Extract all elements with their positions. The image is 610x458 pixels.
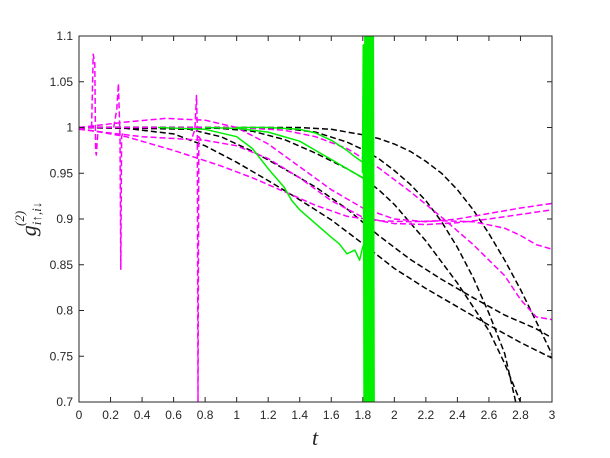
y-axis-label: gi↑,i↓ (2) <box>12 202 44 236</box>
x-tick-label: 2.4 <box>449 408 466 422</box>
series-line-black-5 <box>79 126 552 355</box>
y-tick-label: 1 <box>66 121 73 135</box>
x-tick-label: 2.8 <box>512 408 529 422</box>
y-axis-label-main: g <box>16 225 41 236</box>
x-tick-label: 2.6 <box>481 408 498 422</box>
y-axis-label-superscript: (2) <box>12 211 27 226</box>
series-line-magenta-12 <box>191 94 203 402</box>
series-line-magenta-6 <box>79 117 552 223</box>
x-tick-label: 3 <box>549 408 556 422</box>
series-line-green-16 <box>361 36 375 402</box>
y-tick-label: 0.8 <box>56 304 73 318</box>
x-tick-label: 1.8 <box>354 408 371 422</box>
plot-background <box>79 36 552 402</box>
series-line-black-1 <box>79 126 552 359</box>
series-line-black-2 <box>79 126 552 339</box>
x-tick-label: 1.2 <box>260 408 277 422</box>
x-tick-label: 0.2 <box>102 408 119 422</box>
series-line-magenta-7 <box>79 128 552 226</box>
x-tick-label: 2 <box>391 408 398 422</box>
y-tick-label: 0.95 <box>50 166 74 180</box>
svg-text:gi↑,i↓: gi↑,i↓ <box>16 202 44 236</box>
x-tick-label: 0.6 <box>165 408 182 422</box>
x-tick-label: 0 <box>76 408 83 422</box>
x-axis-label: t <box>312 425 319 450</box>
x-tick-label: 1.4 <box>291 408 308 422</box>
y-tick-label: 1.05 <box>50 75 74 89</box>
series-line-magenta-11 <box>112 82 124 271</box>
x-tick-label: 0.4 <box>134 408 151 422</box>
x-tick-label: 1.6 <box>323 408 340 422</box>
y-axis-ticks: 0.7 0.75 0.8 0.85 0.9 0.95 1 1.05 1.1 <box>50 29 552 409</box>
y-tick-label: 0.75 <box>50 349 74 363</box>
series-line-green-13 <box>157 126 372 261</box>
series-layer <box>79 36 552 402</box>
y-axis-label-subscript: i↑,i↓ <box>29 202 44 225</box>
y-tick-label: 0.7 <box>56 395 73 409</box>
series-line-green-15 <box>236 126 369 170</box>
y-tick-label: 0.85 <box>50 258 74 272</box>
y-tick-label: 1.1 <box>56 29 73 43</box>
x-tick-label: 0.8 <box>197 408 214 422</box>
y-tick-label: 0.9 <box>56 212 73 226</box>
x-axis-ticks: 0 0.2 0.4 0.6 0.8 1 1.2 1.4 1.6 1.8 2 2.2 2.4 2.6 2.8 3 <box>76 36 556 422</box>
x-tick-label: 1 <box>233 408 240 422</box>
x-tick-label: 2.2 <box>418 408 435 422</box>
series-line-magenta-10 <box>90 53 99 156</box>
